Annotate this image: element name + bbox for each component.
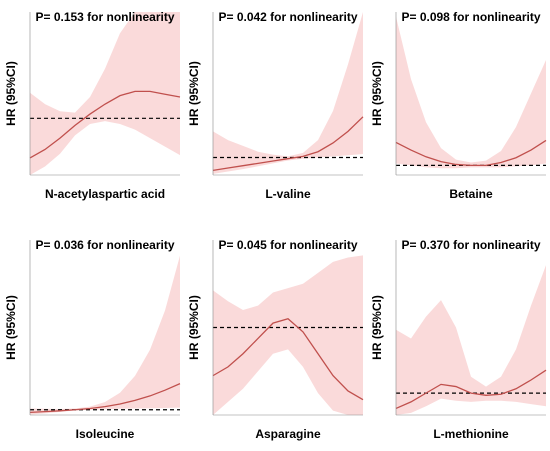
ci-band <box>396 16 546 169</box>
hr-curve <box>29 383 181 414</box>
panel-title: P= 0.098 for nonlinearity <box>401 10 540 24</box>
y-axis-label: HR (95%CI) <box>370 61 384 126</box>
panel-title: P= 0.153 for nonlinearity <box>35 10 174 24</box>
hr-curve <box>395 369 547 410</box>
ci-band <box>396 265 546 415</box>
y-axis-label: HR (95%CI) <box>370 295 384 360</box>
x-axis-label: L-methionine <box>433 427 509 441</box>
panel-title: P= 0.370 for nonlinearity <box>401 238 540 252</box>
hr-curve <box>29 90 181 159</box>
x-axis-label: Isoleucine <box>76 427 135 441</box>
hr-curve <box>212 116 364 171</box>
ci-band <box>30 255 180 415</box>
ci-band <box>213 255 363 415</box>
y-axis-label: HR (95%CI) <box>187 295 201 360</box>
panel-title: P= 0.042 for nonlinearity <box>218 10 357 24</box>
ci-band <box>213 12 363 174</box>
ci-band <box>30 12 180 175</box>
y-axis-label: HR (95%CI) <box>4 61 18 126</box>
panel-title: P= 0.036 for nonlinearity <box>35 238 174 252</box>
x-axis-label: N-acetylaspartic acid <box>45 187 165 201</box>
y-axis-label: HR (95%CI) <box>4 295 18 360</box>
panel-title: P= 0.045 for nonlinearity <box>218 238 357 252</box>
x-axis-label: Asparagine <box>255 427 321 441</box>
x-axis-label: L-valine <box>265 187 311 201</box>
hr-curve <box>395 139 547 167</box>
hr-curve <box>212 318 364 401</box>
y-axis-label: HR (95%CI) <box>187 61 201 126</box>
x-axis-label: Betaine <box>449 187 493 201</box>
